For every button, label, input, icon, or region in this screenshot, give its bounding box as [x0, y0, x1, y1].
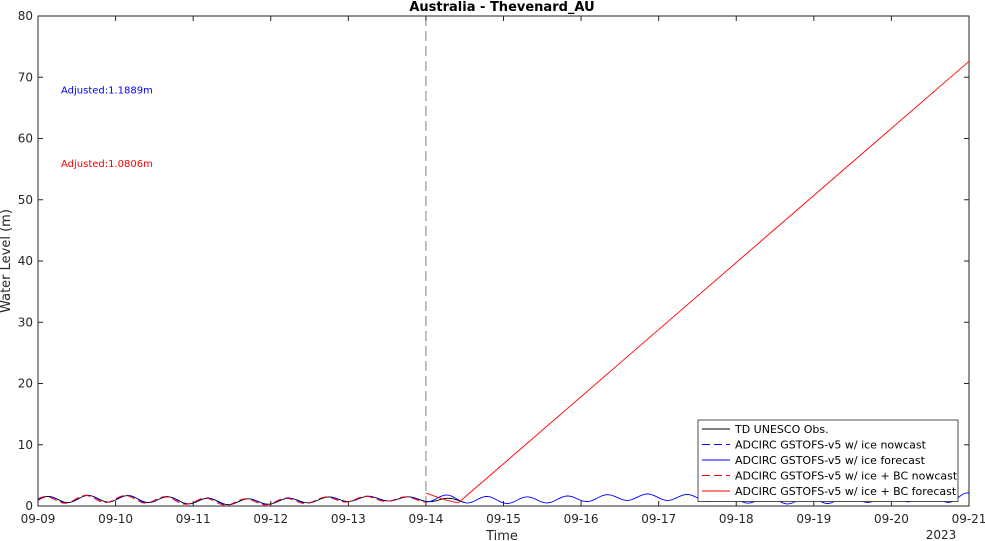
- x-tick-label: 09-16: [564, 512, 599, 526]
- x-tick-label: 09-12: [253, 512, 288, 526]
- y-tick-label: 0: [25, 499, 33, 513]
- x-tick-label: 09-13: [331, 512, 366, 526]
- x-axis-title: Time: [485, 529, 518, 541]
- x-tick-label: 09-11: [176, 512, 211, 526]
- y-tick-label: 10: [18, 438, 33, 452]
- y-tick-label: 50: [18, 193, 33, 207]
- series-line-4: [37, 495, 426, 506]
- chart-title: Australia - Thevenard_AU: [409, 0, 594, 15]
- adjusted-annotation: Adjusted:1.0806m: [61, 159, 153, 170]
- y-tick-label: 60: [18, 132, 33, 146]
- y-tick-label: 20: [18, 377, 33, 391]
- legend-entry-label: ADCIRC GSTOFS-v5 w/ ice nowcast: [735, 439, 927, 452]
- annotation-layer: Adjusted:1.1889m Adjusted:1.0806m: [61, 86, 153, 171]
- adjusted-annotation: Adjusted:1.1889m: [61, 86, 153, 97]
- legend-entry-label: TD UNESCO Obs.: [734, 423, 829, 436]
- legend-entry-label: ADCIRC GSTOFS-v5 w/ ice + BC forecast: [735, 485, 957, 498]
- x-tick-label: 09-10: [98, 512, 133, 526]
- legend-entry-label: ADCIRC GSTOFS-v5 w/ ice forecast: [735, 454, 926, 467]
- series-line-5: [425, 60, 970, 504]
- y-tick-label: 40: [18, 254, 33, 268]
- x-tick-label: 09-20: [874, 512, 909, 526]
- x-tick-label: 09-09: [21, 512, 56, 526]
- x-tick-label: 09-14: [408, 512, 443, 526]
- ticks-layer: 0 10 20 30 40 50 60 70 80 09-09 09-10 09-11 09-12 09-…: [18, 9, 985, 526]
- x-tick-label: 09-21: [952, 512, 985, 526]
- x-tick-label: 09-19: [796, 512, 831, 526]
- legend-box: [697, 419, 959, 502]
- x-axis-year-label: 2023: [926, 528, 957, 541]
- x-tick-label: 09-18: [719, 512, 754, 526]
- legend-entry-label: ADCIRC GSTOFS-v5 w/ ice + BC nowcast: [735, 470, 958, 483]
- y-tick-label: 70: [18, 70, 33, 84]
- x-tick-label: 09-15: [486, 512, 521, 526]
- y-tick-label: 30: [18, 315, 33, 329]
- x-tick-label: 09-17: [641, 512, 676, 526]
- y-axis-title: Water Level (m): [0, 209, 14, 313]
- legend: TD UNESCO Obs. ADCIRC GSTOFS-v5 w/ ice no…: [697, 419, 959, 502]
- y-tick-label: 80: [18, 9, 33, 23]
